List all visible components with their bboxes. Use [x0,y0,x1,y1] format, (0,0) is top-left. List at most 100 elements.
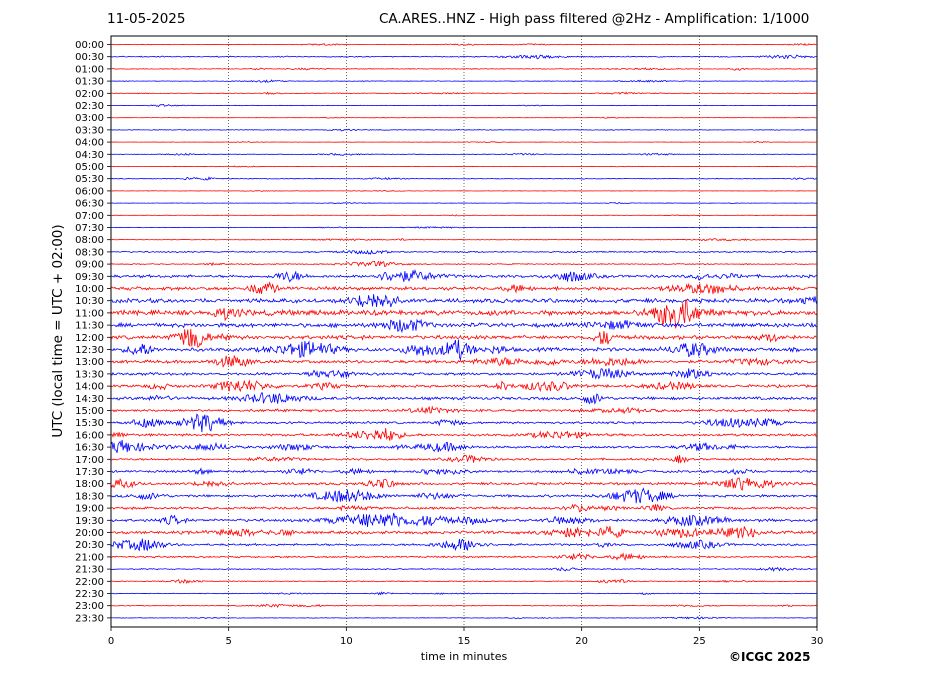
y-tick-label: 07:30 [75,223,104,234]
trace-row-2100 [110,552,818,562]
trace-row-0930 [110,268,818,283]
y-tick-label: 00:00 [75,40,104,51]
trace-row-2300 [110,603,818,608]
y-tick-label: 21:30 [75,565,104,576]
y-tick-label: 01:30 [75,77,104,88]
plot-frame [110,35,818,628]
trace-row-0730 [110,226,818,229]
trace-row-1530 [110,413,818,433]
trace-row-1930 [110,512,818,528]
trace-row-0800 [110,238,818,242]
y-tick-label: 08:00 [75,235,104,246]
y-tick-label: 12:30 [75,345,104,356]
y-tick-label: 20:30 [75,540,104,551]
trace-row-1030 [110,294,818,308]
y-tick-label: 16:00 [75,430,104,441]
trace-row-0500 [110,165,818,168]
copyright-credit: ©ICGC 2025 [729,650,811,664]
trace-row-1200 [110,328,818,349]
trace-row-1830 [110,487,818,504]
y-tick-label: 07:00 [75,211,104,222]
y-tick-label: 06:30 [75,199,104,210]
trace-row-1730 [110,467,818,476]
y-tick-label: 09:00 [75,260,104,271]
y-tick-label: 23:00 [75,601,104,612]
trace-row-1330 [110,368,818,380]
trace-row-2200 [110,578,818,585]
y-tick-label: 12:00 [75,333,104,344]
trace-row-0000 [111,43,818,46]
trace-row-0130 [110,79,818,83]
trace-row-2330 [110,616,818,620]
trace-row-1100 [110,299,818,329]
trace-row-0030 [110,54,818,60]
y-tick-label: 19:30 [75,516,104,527]
y-tick-label: 05:30 [75,174,104,185]
y-tick-label: 13:30 [75,369,104,380]
y-tick-label: 21:00 [75,552,104,563]
trace-row-1500 [110,405,818,415]
trace-row-1400 [110,379,818,393]
trace-row-2030 [110,538,818,552]
x-tick-label: 0 [108,636,114,647]
trace-row-2230 [110,591,818,596]
trace-row-0300 [110,116,818,119]
trace-row-0430 [110,152,818,156]
y-tick-label: 22:30 [75,589,104,600]
trace-row-0600 [110,190,818,192]
y-tick-label: 03:00 [75,113,104,124]
trace-row-1430 [110,392,818,405]
trace-row-0900 [110,260,818,267]
y-tick-label: 04:30 [75,150,104,161]
y-tick-label: 04:00 [75,138,104,149]
y-tick-label: 15:30 [75,418,104,429]
trace-row-0400 [110,140,818,144]
seismic-traces [110,43,818,620]
y-tick-label: 09:30 [75,272,104,283]
grid-lines [228,36,700,627]
trace-row-2000 [110,525,818,539]
y-tick-label: 22:00 [75,577,104,588]
y-tick-label: 10:30 [75,296,104,307]
y-tick-label: 15:00 [75,406,104,417]
y-tick-label: 03:30 [75,125,104,136]
y-tick-label: 18:30 [75,491,104,502]
x-tick-label: 15 [458,636,471,647]
y-tick-label: 01:00 [75,64,104,75]
x-tick-label: 20 [575,636,588,647]
trace-row-1800 [110,477,818,491]
trace-row-0230 [110,103,818,108]
y-tick-label: 10:00 [75,284,104,295]
y-tick-label: 11:00 [75,308,104,319]
x-tick-label: 5 [225,636,231,647]
y-tick-label: 16:30 [75,443,104,454]
trace-row-1000 [110,281,818,295]
y-tick-label: 20:00 [75,528,104,539]
y-tick-label: 17:00 [75,455,104,466]
y-tick-label: 18:00 [75,479,104,490]
y-tick-label: 17:30 [75,467,104,478]
y-tick-label: 08:30 [75,247,104,258]
trace-row-1630 [110,439,818,454]
trace-row-1130 [110,318,818,334]
x-tick-label: 10 [340,636,353,647]
y-tick-label: 06:00 [75,186,104,197]
trace-row-0630 [110,201,818,205]
y-tick-label: 13:00 [75,357,104,368]
y-tick-label: 05:00 [75,162,104,173]
x-axis-ticks: 0 5 10 15 20 25 30 [108,627,823,647]
y-axis-label: UTC (local time = UTC + 02:00) [50,224,66,437]
y-tick-label: 00:30 [75,52,104,63]
trace-row-1300 [110,354,818,368]
y-tick-label: 19:00 [75,504,104,515]
trace-row-0100 [110,67,818,71]
chart-title: CA.ARES..HNZ - High pass filtered @2Hz -… [379,11,810,27]
trace-row-2130 [110,566,818,572]
trace-row-1230 [110,339,818,362]
trace-row-1600 [110,427,818,441]
y-tick-label: 14:30 [75,394,104,405]
x-tick-label: 25 [693,636,706,647]
trace-row-0330 [110,128,818,132]
